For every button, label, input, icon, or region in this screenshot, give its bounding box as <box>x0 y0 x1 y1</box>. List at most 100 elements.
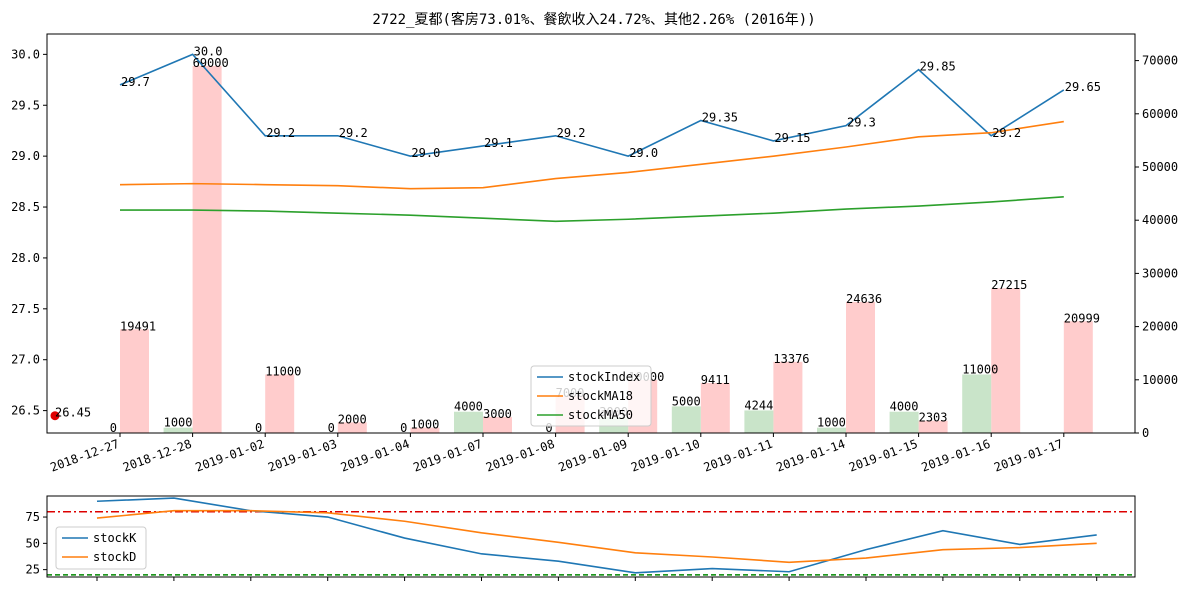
bar-green-1 <box>163 427 193 433</box>
kd-line-stockK <box>96 497 1097 574</box>
x-tick-label: 2019-01-07 <box>411 437 484 475</box>
right-tick-label: 60000 <box>1142 107 1178 121</box>
bar-red-label: 13376 <box>773 352 809 366</box>
bar-red-3 <box>337 422 367 433</box>
price-marker-label: 26.45 <box>55 406 91 420</box>
series-line-stockMA18 <box>119 120 1064 190</box>
left-tick-label: 28.0 <box>11 251 40 265</box>
bar-red-label: 9411 <box>701 373 730 387</box>
left-tick-label: 30.0 <box>11 47 40 61</box>
bar-green-label: 4000 <box>890 400 919 414</box>
kd-legend-label-stockD: stockD <box>93 550 136 564</box>
x-tick-label: 2019-01-17 <box>992 437 1065 475</box>
bar-green-12 <box>962 374 992 433</box>
index-data-label: 29.0 <box>411 146 440 160</box>
kd-tick-label: 25 <box>26 563 40 577</box>
x-tick-label: 2019-01-14 <box>774 437 847 475</box>
bar-green-label: 5000 <box>672 394 701 408</box>
right-tick-label: 10000 <box>1142 373 1178 387</box>
kd-legend-label-stockK: stockK <box>93 531 137 545</box>
index-data-label: 29.2 <box>557 126 586 140</box>
bar-red-5 <box>483 417 512 433</box>
right-tick-label: 0 <box>1142 426 1149 440</box>
bar-green-label: 1000 <box>164 416 193 430</box>
kd-line-stockD <box>96 509 1097 564</box>
x-tick-label: 2019-01-09 <box>557 437 630 475</box>
left-tick-label: 26.5 <box>11 404 40 418</box>
right-tick-label: 50000 <box>1142 160 1178 174</box>
bar-red-label: 19491 <box>120 319 156 333</box>
bar-green-label: 0 <box>400 421 407 435</box>
bar-green-8 <box>671 406 701 433</box>
x-tick-label: 2019-01-03 <box>266 437 339 475</box>
left-tick-label: 27.0 <box>11 353 40 367</box>
legend-label-stockMA18: stockMA18 <box>568 389 633 403</box>
bar-green-label: 4244 <box>744 398 773 412</box>
x-tick-label: 2019-01-11 <box>702 437 775 475</box>
x-tick-label: 2019-01-16 <box>920 437 993 475</box>
x-tick-label: 2019-01-04 <box>339 437 412 475</box>
legend-label-stockIndex: stockIndex <box>568 370 640 384</box>
bar-green-label: 11000 <box>962 362 998 376</box>
right-tick-label: 20000 <box>1142 320 1178 334</box>
series-line-stockIndex <box>119 53 1065 157</box>
bar-green-label: 1000 <box>817 416 846 430</box>
bar-red-2 <box>265 374 295 433</box>
index-data-label: 29.0 <box>629 146 658 160</box>
bar-red-label: 1000 <box>410 418 439 432</box>
kd-tick-label: 75 <box>26 510 40 524</box>
left-tick-label: 29.0 <box>11 149 40 163</box>
bar-red-8 <box>700 382 730 433</box>
right-tick-label: 70000 <box>1142 54 1178 68</box>
bar-green-9 <box>744 410 774 433</box>
index-data-label: 29.7 <box>121 75 150 89</box>
index-data-label: 29.35 <box>702 111 738 125</box>
bar-red-label: 11000 <box>265 364 301 378</box>
bar-green-label: 0 <box>328 421 335 435</box>
bar-red-4 <box>410 427 440 433</box>
bar-red-label: 2303 <box>919 411 948 425</box>
right-tick-label: 40000 <box>1142 213 1178 227</box>
bar-red-10 <box>846 301 875 433</box>
index-data-label: 29.65 <box>1065 80 1101 94</box>
bar-green-label: 4000 <box>454 400 483 414</box>
index-data-label: 29.2 <box>992 126 1021 140</box>
bar-red-label: 69000 <box>193 56 229 70</box>
bar-green-10 <box>817 427 846 433</box>
index-data-label: 29.1 <box>484 136 513 150</box>
price-marker-dot <box>50 411 60 421</box>
x-tick-label: 2019-01-08 <box>484 437 557 475</box>
bar-red-0 <box>120 329 149 433</box>
bar-green-5 <box>454 411 483 433</box>
index-data-label: 30.0 <box>194 44 223 58</box>
index-data-label: 29.15 <box>774 131 810 145</box>
x-tick-label: 2019-01-15 <box>847 437 920 475</box>
right-tick-label: 30000 <box>1142 266 1178 280</box>
bar-green-11 <box>889 411 919 433</box>
bar-red-13 <box>1063 321 1093 433</box>
bar-green-label: 0 <box>110 421 117 435</box>
index-data-label: 29.2 <box>339 126 368 140</box>
legend-label-stockMA50: stockMA50 <box>568 408 633 422</box>
index-data-label: 29.2 <box>266 126 295 140</box>
chart-title: 2722_夏都(客房73.01%、餐飲收入24.72%、其他2.26% (201… <box>372 11 815 28</box>
x-tick-label: 2019-01-10 <box>629 437 702 475</box>
bar-red-label: 3000 <box>483 407 512 421</box>
kd-plot-frame <box>46 495 1136 578</box>
bar-green-label: 0 <box>545 421 552 435</box>
bar-red-1 <box>192 65 222 434</box>
left-tick-label: 27.5 <box>11 302 40 316</box>
bar-red-12 <box>991 288 1021 433</box>
left-tick-label: 29.5 <box>11 98 40 112</box>
x-tick-label: 2018-12-27 <box>48 437 121 475</box>
left-tick-label: 28.5 <box>11 200 40 214</box>
x-tick-label: 2019-01-02 <box>194 437 267 475</box>
bar-green-label: 0 <box>255 421 262 435</box>
bar-red-label: 27215 <box>991 278 1027 292</box>
index-data-label: 29.3 <box>847 116 876 130</box>
main-plot-frame <box>46 33 1136 434</box>
kd-tick-label: 50 <box>26 536 40 550</box>
bar-red-label: 2000 <box>338 412 367 426</box>
